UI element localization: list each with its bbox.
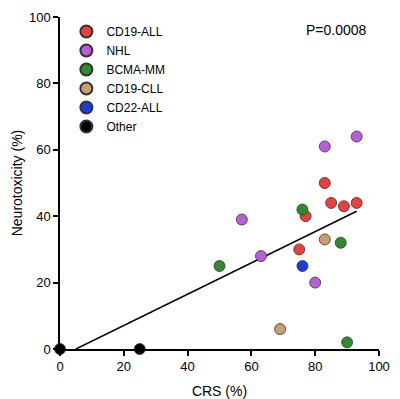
- svg-text:0: 0: [56, 359, 63, 374]
- svg-text:20: 20: [117, 359, 131, 374]
- svg-text:Neurotoxicity (%): Neurotoxicity (%): [9, 130, 25, 237]
- svg-text:40: 40: [36, 209, 50, 224]
- svg-text:Other: Other: [106, 120, 136, 134]
- svg-text:CD19-CLL: CD19-CLL: [106, 82, 163, 96]
- svg-text:BCMA-MM: BCMA-MM: [106, 63, 165, 77]
- svg-text:P=0.0008: P=0.0008: [306, 22, 367, 38]
- svg-text:80: 80: [308, 359, 322, 374]
- svg-text:100: 100: [29, 10, 51, 25]
- svg-text:40: 40: [180, 359, 194, 374]
- svg-text:60: 60: [36, 142, 50, 157]
- svg-text:NHL: NHL: [106, 44, 130, 58]
- svg-text:CD19-ALL: CD19-ALL: [106, 25, 162, 39]
- svg-text:CRS (%): CRS (%): [192, 383, 247, 399]
- svg-text:80: 80: [36, 76, 50, 91]
- svg-text:100: 100: [368, 359, 390, 374]
- svg-text:20: 20: [36, 275, 50, 290]
- svg-text:0: 0: [43, 342, 50, 357]
- svg-text:60: 60: [244, 359, 258, 374]
- svg-text:CD22-ALL: CD22-ALL: [106, 101, 162, 115]
